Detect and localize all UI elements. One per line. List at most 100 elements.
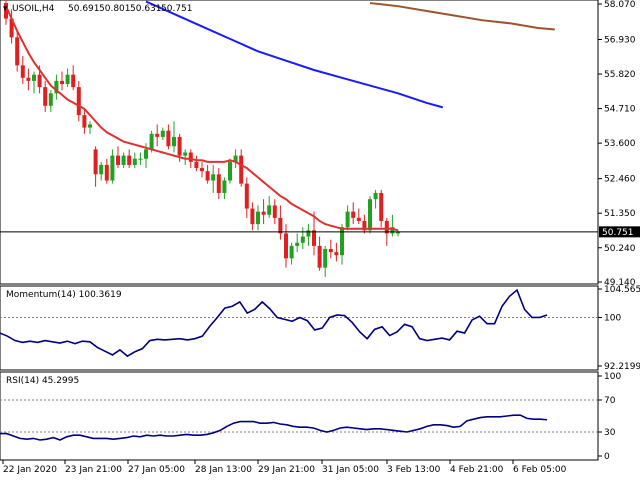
price-tick-label: 50.240 bbox=[604, 244, 636, 254]
candle-body bbox=[20, 65, 25, 78]
candle-body bbox=[390, 227, 395, 234]
candle-body bbox=[373, 192, 378, 200]
candle-body bbox=[138, 158, 143, 160]
candle-body bbox=[233, 155, 238, 162]
ohlc-high: 50.801 bbox=[99, 4, 131, 14]
candle-body bbox=[300, 236, 305, 243]
price-tick-label: 51.350 bbox=[604, 209, 636, 219]
candle-body bbox=[15, 37, 20, 66]
price-tick-label: 52.460 bbox=[604, 175, 636, 185]
rsi-title: RSI(14) 45.2995 bbox=[6, 376, 79, 386]
candle-body bbox=[345, 211, 350, 228]
candle-body bbox=[205, 171, 210, 181]
candle-body bbox=[37, 74, 42, 88]
time-tick-label: 23 Jan 21:00 bbox=[65, 465, 122, 475]
candle-body bbox=[239, 155, 244, 184]
candle-body bbox=[172, 136, 176, 147]
candle-body bbox=[71, 74, 76, 88]
rsi-axis: 100 70 30 0 bbox=[598, 372, 621, 462]
candle-body bbox=[9, 18, 14, 38]
ma-mid-line bbox=[145, 0, 444, 109]
price-tick-label: 58.070 bbox=[604, 0, 636, 10]
candle-body bbox=[334, 252, 339, 256]
candle-body bbox=[76, 87, 81, 116]
candle-body bbox=[256, 211, 260, 225]
candle-body bbox=[65, 74, 70, 85]
candle-body bbox=[183, 152, 188, 156]
candle-body bbox=[384, 220, 389, 234]
candlesticks bbox=[4, 0, 400, 278]
candle-body bbox=[144, 149, 148, 159]
moving-averages bbox=[5, 0, 555, 232]
ma-slow-line bbox=[369, 2, 555, 31]
candle-body bbox=[228, 161, 232, 181]
time-tick-label: 31 Jan 05:00 bbox=[322, 465, 379, 475]
candle-body bbox=[351, 211, 356, 218]
time-tick-label: 27 Jan 05:00 bbox=[128, 465, 185, 475]
chart-header: ▾ USOIL,H4 50.691 50.801 50.631 50.751 bbox=[3, 4, 193, 14]
candle-body bbox=[272, 205, 277, 218]
candle-body bbox=[295, 242, 300, 246]
candle-body bbox=[43, 87, 48, 106]
current-price-label: 50.751 bbox=[602, 228, 634, 238]
candle-body bbox=[160, 130, 165, 137]
candle-body bbox=[26, 77, 31, 81]
candle-body bbox=[104, 164, 109, 181]
momentum-panel: 104.5657 100 92.2199 Momentum(14) 100.3619 bbox=[0, 285, 640, 372]
time-tick-label: 22 Jan 2020 bbox=[3, 465, 57, 475]
candle-body bbox=[267, 205, 272, 215]
candle-body bbox=[88, 124, 92, 128]
symbol-label: USOIL,H4 bbox=[12, 4, 55, 14]
ma-fast-line bbox=[5, 5, 399, 232]
price-tick-label: 56.930 bbox=[604, 35, 636, 45]
candle-body bbox=[244, 183, 249, 209]
candle-body bbox=[127, 155, 132, 165]
candle-body bbox=[362, 220, 367, 231]
time-tick-label: 4 Feb 21:00 bbox=[450, 465, 504, 475]
time-tick-label: 3 Feb 13:00 bbox=[387, 465, 441, 475]
price-panel: 58.070 56.930 55.820 54.710 53.600 52.460 51.3… bbox=[0, 0, 640, 288]
candle-body bbox=[216, 174, 221, 193]
time-tick-label: 6 Feb 05:00 bbox=[513, 465, 567, 475]
candle-body bbox=[356, 217, 361, 221]
price-tick-label: 55.820 bbox=[604, 70, 636, 80]
candle-body bbox=[222, 180, 227, 193]
candle-body bbox=[188, 152, 193, 162]
time-tick-label: 29 Jan 21:00 bbox=[258, 465, 315, 475]
momentum-title: Momentum(14) 100.3619 bbox=[6, 290, 122, 300]
candle-body bbox=[93, 149, 98, 175]
price-tick-label: 54.710 bbox=[604, 105, 636, 115]
candle-body bbox=[177, 136, 182, 156]
candle-body bbox=[323, 249, 328, 268]
ohlc-close: 50.751 bbox=[161, 4, 193, 14]
candle-body bbox=[284, 233, 288, 259]
candle-body bbox=[340, 227, 344, 256]
rsi-tick-label: 70 bbox=[604, 396, 616, 406]
candle-body bbox=[317, 245, 322, 268]
momentum-tick-label: 104.5657 bbox=[604, 285, 640, 295]
candle-body bbox=[250, 208, 255, 225]
price-tick-label: 49.140 bbox=[604, 278, 636, 288]
momentum-tick-label: 100 bbox=[604, 313, 621, 323]
current-price-box bbox=[599, 226, 640, 238]
time-axis: 22 Jan 2020 23 Jan 21:00 27 Jan 05:00 28 Ja… bbox=[2, 460, 567, 475]
candle-body bbox=[194, 161, 199, 169]
candle-body bbox=[60, 80, 64, 85]
rsi-tick-label: 30 bbox=[604, 428, 616, 438]
ohlc-open: 50.691 bbox=[68, 4, 100, 14]
candle-body bbox=[312, 230, 316, 246]
candle-body bbox=[116, 155, 120, 165]
candle-body bbox=[211, 174, 216, 181]
candle-body bbox=[4, 3, 8, 19]
candle-body bbox=[166, 130, 171, 147]
time-tick-label: 28 Jan 13:00 bbox=[195, 465, 252, 475]
dropdown-triangle-icon[interactable]: ▾ bbox=[3, 4, 8, 14]
candle-body bbox=[289, 245, 294, 259]
momentum-line bbox=[0, 288, 548, 358]
momentum-axis: 104.5657 100 92.2199 bbox=[598, 285, 640, 372]
rsi-panel: 100 70 30 0 RSI(14) 45.2995 bbox=[0, 371, 621, 462]
candle-body bbox=[261, 211, 266, 215]
candle-body bbox=[110, 155, 115, 181]
candle-body bbox=[54, 80, 59, 94]
